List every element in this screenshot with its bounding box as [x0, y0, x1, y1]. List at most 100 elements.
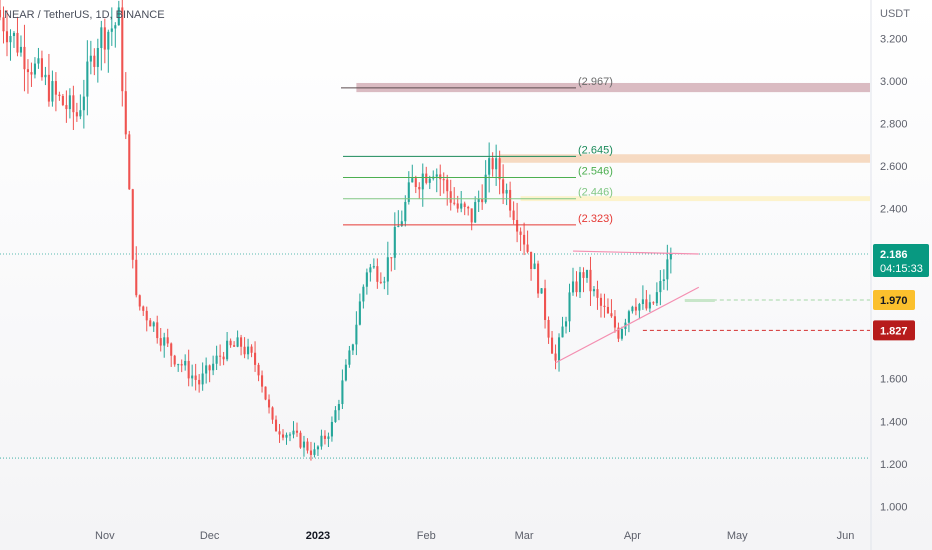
x-tick-Nov: Nov: [95, 530, 115, 542]
candle-body-2022-11-04: [114, 25, 117, 29]
last-price-countdown: 04:15:33: [880, 263, 923, 275]
candle-body-2023-03-11: [557, 337, 561, 361]
candle-body-2022-10-14: [40, 58, 43, 78]
candle-body-2023-01-20: [383, 281, 386, 283]
candle-body-2023-01-06: [334, 410, 337, 422]
candle-body-2022-11-21: [173, 355, 176, 365]
candle-body-2022-10-26: [82, 96, 85, 111]
candle-body-2022-10-11: [30, 72, 33, 75]
candle-body-2023-03-20: [589, 269, 592, 292]
candle-body-2023-02-05: [439, 174, 442, 180]
candle-body-2023-02-04: [435, 174, 438, 177]
candle-body-2023-03-06: [540, 288, 543, 294]
candle-body-2023-02-11: [460, 203, 463, 209]
candle-body-2023-03-18: [582, 272, 585, 278]
candle-body-2023-03-03: [530, 251, 533, 270]
candle-body-2023-04-09: [659, 280, 662, 293]
triangle-lower-line: [555, 286, 700, 364]
level-label-2.546: (2.546): [578, 165, 613, 177]
candle-body-2023-01-16: [369, 267, 372, 273]
candle-body-2022-10-02: [0, 9, 2, 18]
candle-body-2023-01-09: [344, 364, 347, 381]
candle-body-2022-10-10: [26, 69, 29, 73]
candle-body-2022-11-02: [107, 31, 110, 50]
level-label-2.323: (2.323): [578, 213, 613, 225]
candle-body-2023-03-23: [599, 297, 603, 306]
symbol-title[interactable]: NEAR / TetherUS, 1D, BINANCE: [4, 9, 165, 21]
candle-body-2022-10-16: [47, 74, 50, 102]
candle-body-2022-10-24: [75, 112, 78, 117]
candle-body-2023-03-28: [617, 327, 620, 339]
candle-body-2023-03-31: [627, 311, 630, 323]
candle-body-2022-11-19: [166, 337, 169, 344]
zone-band-2: [520, 196, 870, 202]
candle-body-2022-10-27: [86, 61, 89, 97]
candle-body-2023-01-04: [327, 436, 330, 439]
candle-body-2023-01-05: [330, 421, 333, 437]
candle-body-2022-12-09: [236, 337, 239, 347]
candle-body-2022-11-09: [131, 189, 134, 260]
candle-body-2023-03-16: [575, 281, 578, 293]
stop-price-value: 1.827: [880, 325, 908, 337]
triangle-upper-line: [572, 250, 699, 255]
y-tick-2.600: 2.600: [880, 161, 908, 173]
candle-body-2023-01-14: [362, 286, 365, 302]
y-tick-1.000: 1.000: [880, 501, 908, 513]
candle-body-2023-02-20: [491, 158, 494, 170]
candle-body-2023-02-09: [453, 202, 456, 204]
candle-body-2022-10-28: [89, 55, 92, 62]
candle-body-2023-01-21: [386, 257, 389, 282]
candle-body-2023-03-12: [561, 326, 564, 338]
candle-body-2022-10-04: [5, 31, 9, 43]
level-label-2.967: (2.967): [578, 76, 613, 88]
candle-body-2023-02-06: [442, 179, 445, 181]
candle-body-2022-10-18: [54, 81, 57, 95]
y-tick-2.400: 2.400: [880, 204, 908, 216]
candle-body-2023-01-12: [355, 324, 358, 345]
candle-body-2022-11-03: [110, 28, 113, 32]
support-price-tag: [873, 289, 915, 310]
candle-body-2023-03-07: [544, 288, 547, 320]
candle-body-2022-12-12: [247, 346, 250, 355]
candle-body-2023-02-08: [449, 191, 452, 203]
candle-body-2023-01-27: [407, 182, 410, 202]
candle-body-2022-10-03: [2, 17, 5, 32]
candle-body-2023-04-01: [631, 306, 634, 312]
candle-body-2023-03-05: [537, 263, 540, 294]
candle-body-2022-10-07: [16, 32, 19, 53]
candle-body-2023-02-26: [512, 210, 515, 221]
candle-body-2023-03-27: [613, 316, 616, 328]
candle-body-2022-12-16: [261, 375, 264, 387]
candle-body-2023-02-22: [498, 158, 501, 180]
candle-body-2022-10-25: [79, 110, 82, 117]
candle-body-2023-01-18: [376, 266, 379, 282]
candle-body-2022-12-20: [274, 419, 278, 432]
candle-body-2023-02-23: [502, 179, 505, 194]
candle-body-2022-11-06: [121, 7, 124, 92]
candle-body-2023-03-13: [564, 321, 568, 327]
candle-body-2023-03-08: [547, 319, 550, 338]
candle-body-2022-10-30: [96, 47, 99, 67]
candle-body-2022-12-06: [226, 340, 229, 360]
candle-body-2022-12-15: [257, 364, 260, 376]
candle-body-2022-11-10: [135, 259, 138, 296]
candle-body-2023-04-11: [666, 259, 669, 280]
candle-body-2023-02-28: [519, 231, 522, 235]
stop-price-tag: [873, 320, 915, 341]
candle-body-2022-12-01: [208, 365, 211, 371]
candle-body-2023-01-29: [414, 178, 417, 187]
candle-body-2023-01-30: [418, 186, 421, 190]
candle-body-2022-12-10: [240, 337, 243, 347]
level-label-2.446: (2.446): [578, 187, 613, 199]
candle-body-2022-12-19: [271, 407, 274, 420]
x-tick-Apr: Apr: [624, 530, 641, 542]
candle-body-2023-02-14: [470, 208, 473, 223]
candle-body-2023-03-17: [578, 272, 582, 293]
candle-body-2023-03-29: [620, 329, 623, 339]
candle-body-2022-12-08: [233, 345, 236, 347]
candle-body-2022-11-23: [180, 364, 183, 366]
candle-body-2023-02-18: [484, 174, 487, 203]
y-tick-1.400: 1.400: [880, 416, 908, 428]
